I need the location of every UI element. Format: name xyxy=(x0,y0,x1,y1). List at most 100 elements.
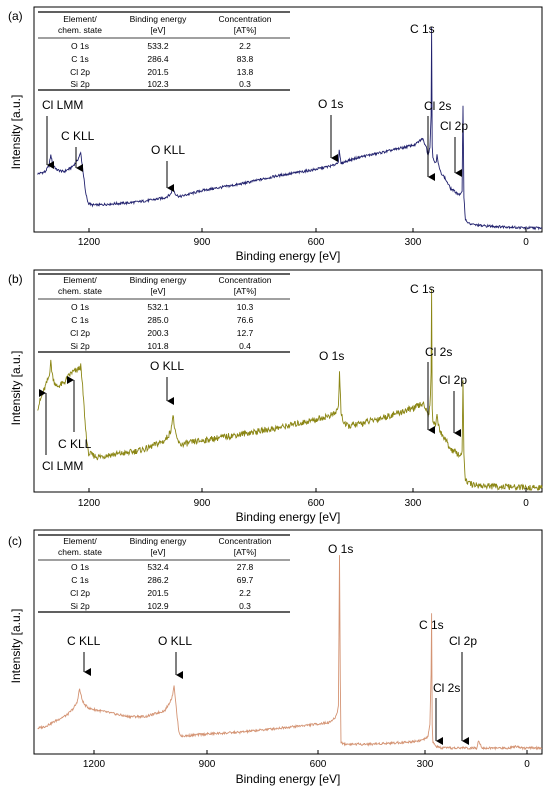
table-header-energy: [eV] xyxy=(150,25,165,35)
peak-label-cl-2s: Cl 2s xyxy=(424,99,451,113)
peak-label-c-1s: C 1s xyxy=(410,282,435,296)
x-tick-label: 600 xyxy=(310,759,327,770)
table-cell: 201.5 xyxy=(147,588,169,598)
peak-label-c-kll: C KLL xyxy=(61,129,95,143)
table-cell: 102.9 xyxy=(147,601,169,611)
table-header-element: chem. state xyxy=(58,547,102,557)
peak-label-o-1s: O 1s xyxy=(328,542,353,556)
peak-annotations: C KLL O KLL O 1s C 1s Cl 2s Cl 2p xyxy=(67,542,477,745)
series-line-a xyxy=(37,26,543,231)
table-header-element: chem. state xyxy=(58,286,102,296)
x-tick-label: 1200 xyxy=(83,759,106,770)
peak-annotations: Cl LMM C KLL O KLL O 1s C 1s Cl 2s Cl 2p xyxy=(42,22,468,192)
peak-label-o-1s: O 1s xyxy=(318,97,343,111)
x-tick-label: 300 xyxy=(417,759,434,770)
plot-frame xyxy=(33,529,543,755)
peak-label-cl-lmm: Cl LMM xyxy=(42,98,83,112)
table-cell: 533.2 xyxy=(147,41,169,51)
x-tick-label: 900 xyxy=(194,498,211,509)
x-tick-label: 900 xyxy=(194,237,211,248)
table-cell: 201.5 xyxy=(147,67,169,77)
x-tick-label: 300 xyxy=(405,237,422,248)
x-ticks: 1200 900 600 300 0 xyxy=(78,228,529,248)
table-cell: 10.3 xyxy=(237,302,254,312)
table-cell: 0.4 xyxy=(239,341,251,351)
x-tick-label: 600 xyxy=(308,237,325,248)
x-tick-label: 600 xyxy=(308,498,325,509)
plot-frame xyxy=(33,6,543,233)
peak-label-c-kll: C KLL xyxy=(67,634,101,648)
table-header-concentration: Concentration xyxy=(219,536,272,546)
table-cell: 13.8 xyxy=(237,67,254,77)
table-cell: Cl 2p xyxy=(70,328,90,338)
concentration-table: Element/ chem. state Binding energy [eV]… xyxy=(38,534,290,613)
table-header-energy: [eV] xyxy=(150,547,165,557)
table-cell: 102.3 xyxy=(147,79,169,89)
table-cell: 532.1 xyxy=(147,302,169,312)
panel-label: (a) xyxy=(8,9,23,23)
peak-label-c-kll: C KLL xyxy=(58,437,92,451)
table-cell: C 1s xyxy=(71,315,88,325)
table-cell: 69.7 xyxy=(237,575,254,585)
table-cell: Si 2p xyxy=(70,601,90,611)
peak-label-cl-lmm: Cl LMM xyxy=(42,459,83,473)
table-header-concentration: [AT%] xyxy=(234,286,257,296)
table-cell: Si 2p xyxy=(70,79,90,89)
peak-label-cl-2p: Cl 2p xyxy=(449,634,477,648)
panel-b: (b) Intensity [a.u.] Element/ chem. stat… xyxy=(8,269,543,524)
table-cell: Cl 2p xyxy=(70,588,90,598)
table-cell: Cl 2p xyxy=(70,67,90,77)
x-tick-label: 0 xyxy=(523,237,529,248)
x-tick-label: 0 xyxy=(523,498,529,509)
panel-c: (c) Intensity [a.u.] Element/ chem. stat… xyxy=(8,529,543,786)
table-cell: 286.4 xyxy=(147,54,169,64)
table-header-concentration: [AT%] xyxy=(234,547,257,557)
table-cell: C 1s xyxy=(71,575,88,585)
peak-label-o-kll: O KLL xyxy=(151,143,185,157)
x-axis-title: Binding energy [eV] xyxy=(236,249,341,263)
y-axis-title: Intensity [a.u.] xyxy=(9,95,23,170)
table-cell: 532.4 xyxy=(147,562,169,572)
table-cell: 285.0 xyxy=(147,315,169,325)
x-tick-label: 0 xyxy=(524,759,530,770)
table-header-element: Element/ xyxy=(63,275,97,285)
concentration-table: Element/ chem. state Binding energy [eV]… xyxy=(38,11,290,91)
table-cell: O 1s xyxy=(71,562,89,572)
table-header-element: Element/ xyxy=(63,14,97,24)
table-cell: O 1s xyxy=(71,302,89,312)
table-cell: 200.3 xyxy=(147,328,169,338)
panel-label: (c) xyxy=(8,534,22,548)
peak-label-cl-2s: Cl 2s xyxy=(425,345,452,359)
table-cell: 286.2 xyxy=(147,575,169,585)
x-axis-title: Binding energy [eV] xyxy=(236,510,341,524)
x-axis-title: Binding energy [eV] xyxy=(236,772,341,786)
table-header-concentration: [AT%] xyxy=(234,25,257,35)
table-cell: 0.3 xyxy=(239,601,251,611)
table-header-element: Element/ xyxy=(63,536,97,546)
x-tick-label: 1200 xyxy=(78,237,101,248)
peak-label-o-kll: O KLL xyxy=(158,634,192,648)
table-cell: 76.6 xyxy=(237,315,254,325)
table-cell: 0.3 xyxy=(239,79,251,89)
table-cell: 27.8 xyxy=(237,562,254,572)
peak-label-cl-2s: Cl 2s xyxy=(433,681,460,695)
table-cell: 101.8 xyxy=(147,341,169,351)
table-header-concentration: Concentration xyxy=(219,275,272,285)
table-header-energy: Binding energy xyxy=(130,275,187,285)
x-ticks: 1200 900 600 300 0 xyxy=(78,488,529,509)
x-ticks: 1200 900 600 300 0 xyxy=(83,750,530,770)
peak-label-cl-2p: Cl 2p xyxy=(440,119,468,133)
panel-label: (b) xyxy=(8,272,23,286)
plot-frame xyxy=(33,269,543,493)
concentration-table: Element/ chem. state Binding energy [eV]… xyxy=(38,273,290,353)
peak-label-o-kll: O KLL xyxy=(150,359,184,373)
table-header-concentration: Concentration xyxy=(219,14,272,24)
table-cell: 2.2 xyxy=(239,41,251,51)
table-cell: C 1s xyxy=(71,54,88,64)
table-cell: 83.8 xyxy=(237,54,254,64)
peak-annotations: Cl LMM C KLL O KLL O 1s C 1s Cl 2s Cl 2p xyxy=(39,282,467,473)
x-tick-label: 1200 xyxy=(78,498,101,509)
table-cell: Si 2p xyxy=(70,341,90,351)
table-header-energy: [eV] xyxy=(150,286,165,296)
